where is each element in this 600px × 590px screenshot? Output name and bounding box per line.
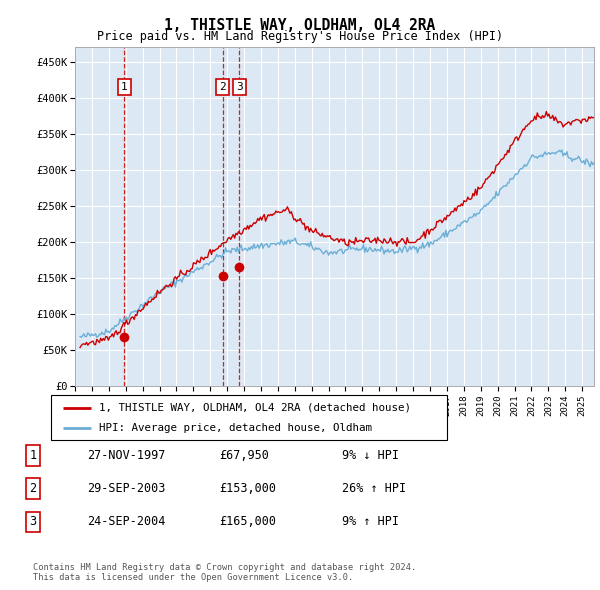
FancyBboxPatch shape [51, 395, 447, 440]
Text: Price paid vs. HM Land Registry's House Price Index (HPI): Price paid vs. HM Land Registry's House … [97, 30, 503, 43]
Text: 3: 3 [29, 515, 37, 528]
Text: 29-SEP-2003: 29-SEP-2003 [87, 482, 166, 495]
Text: Contains HM Land Registry data © Crown copyright and database right 2024.
This d: Contains HM Land Registry data © Crown c… [33, 563, 416, 582]
Text: 1, THISTLE WAY, OLDHAM, OL4 2RA: 1, THISTLE WAY, OLDHAM, OL4 2RA [164, 18, 436, 32]
Text: 3: 3 [236, 82, 243, 92]
Text: 1: 1 [121, 82, 128, 92]
Text: 2: 2 [29, 482, 37, 495]
Text: HPI: Average price, detached house, Oldham: HPI: Average price, detached house, Oldh… [98, 424, 371, 434]
Text: 27-NOV-1997: 27-NOV-1997 [87, 449, 166, 462]
Text: 9% ↓ HPI: 9% ↓ HPI [342, 449, 399, 462]
Text: 1, THISTLE WAY, OLDHAM, OL4 2RA (detached house): 1, THISTLE WAY, OLDHAM, OL4 2RA (detache… [98, 403, 410, 412]
Text: 24-SEP-2004: 24-SEP-2004 [87, 515, 166, 528]
Text: 26% ↑ HPI: 26% ↑ HPI [342, 482, 406, 495]
Text: 1: 1 [29, 449, 37, 462]
Text: 2: 2 [220, 82, 226, 92]
Text: £153,000: £153,000 [219, 482, 276, 495]
Text: £67,950: £67,950 [219, 449, 269, 462]
Text: £165,000: £165,000 [219, 515, 276, 528]
Text: 9% ↑ HPI: 9% ↑ HPI [342, 515, 399, 528]
